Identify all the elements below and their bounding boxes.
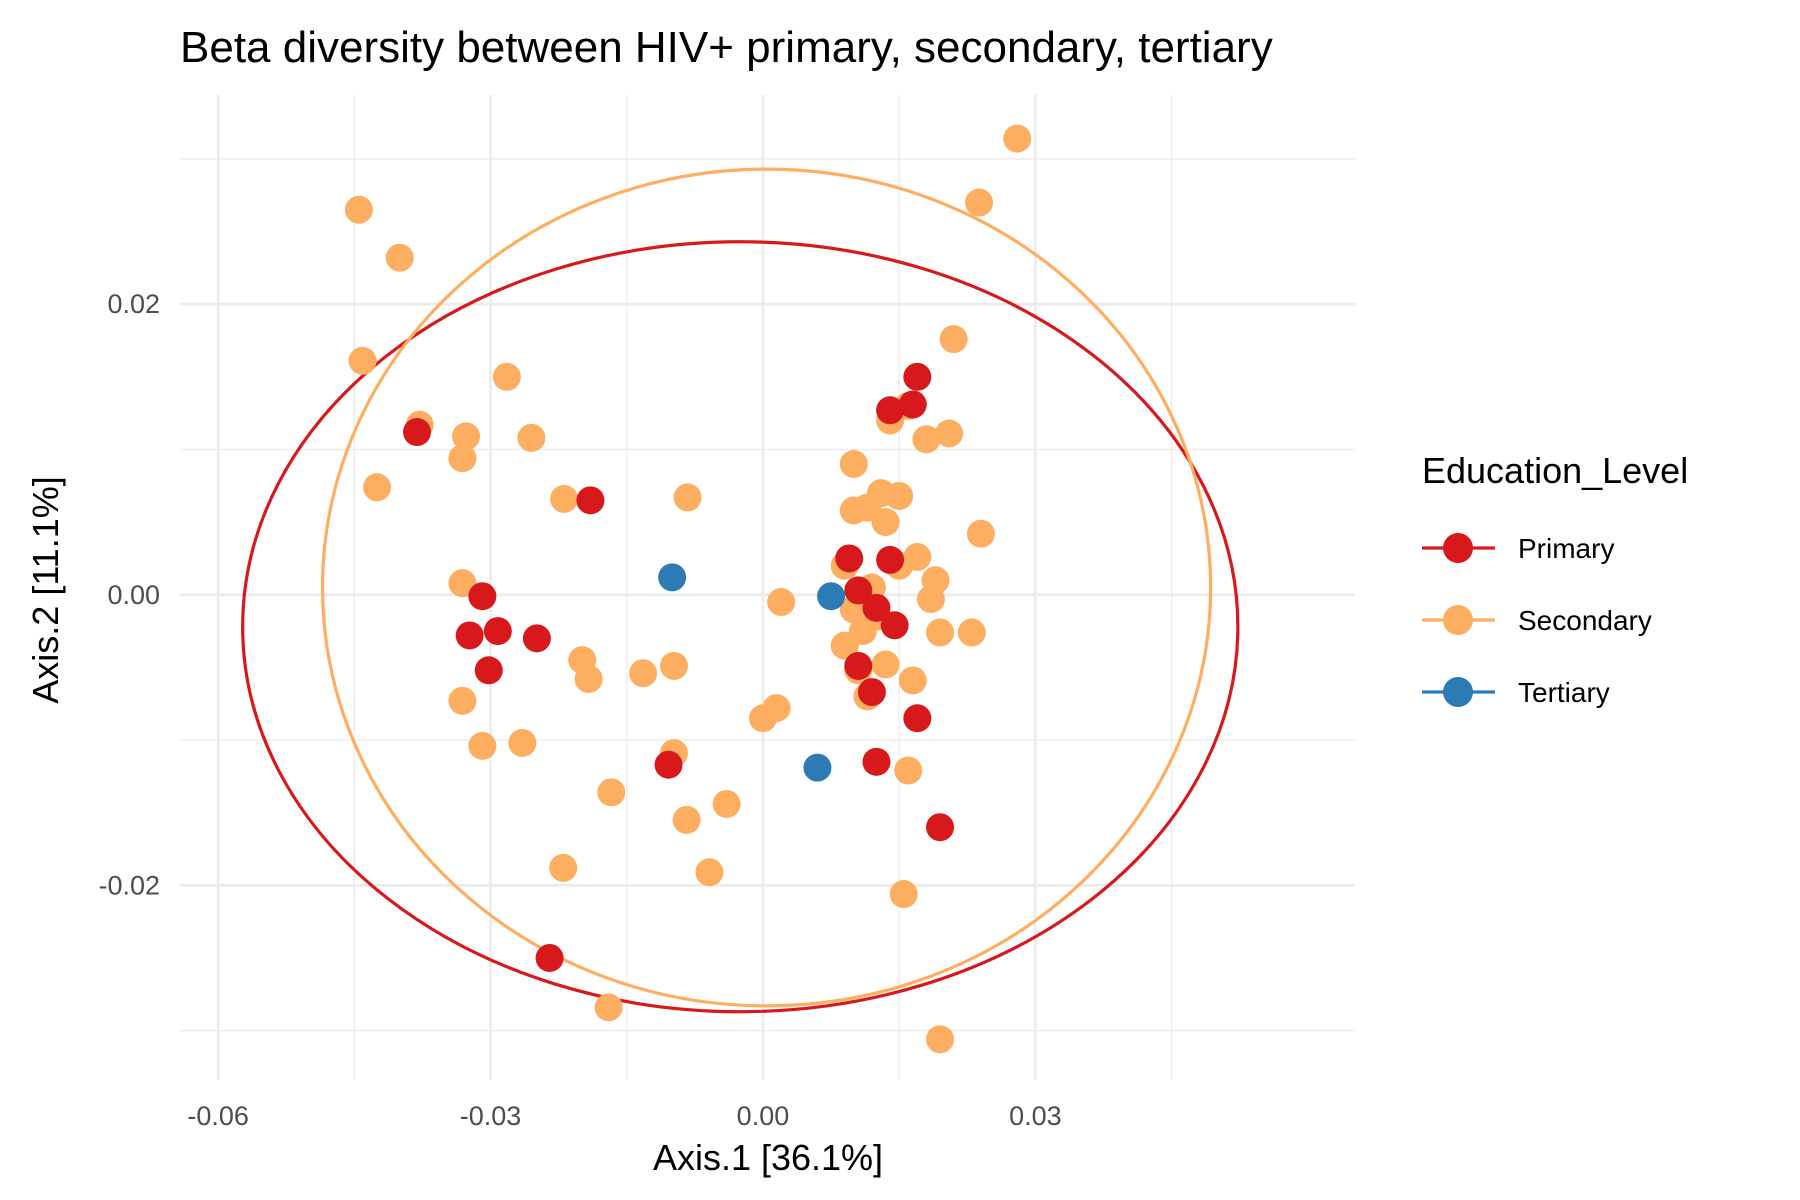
point-primary: [576, 486, 605, 515]
point-primary: [468, 582, 497, 611]
legend-items: Primary Secondary Tertiary: [1422, 533, 1652, 708]
point-secondary: [871, 650, 900, 679]
point-secondary: [448, 686, 477, 715]
x-axis-ticks: -0.06 -0.03 0.00 0.03: [187, 1101, 1061, 1131]
point-secondary: [468, 731, 497, 760]
y-tick-label: 0.00: [107, 580, 160, 610]
point-secondary: [926, 1025, 955, 1054]
x-tick-label: 0.03: [1009, 1101, 1062, 1131]
confidence-ellipses: [241, 167, 1240, 1014]
point-secondary: [629, 659, 658, 688]
point-secondary: [448, 569, 477, 598]
point-secondary: [762, 694, 791, 723]
point-secondary: [348, 346, 377, 375]
y-tick-label: -0.02: [98, 870, 160, 900]
point-secondary: [385, 243, 414, 272]
ellipse-primary: [241, 240, 1240, 1014]
point-secondary: [839, 496, 868, 525]
legend-label: Secondary: [1518, 605, 1652, 636]
point-primary: [876, 545, 905, 574]
point-primary: [898, 390, 927, 419]
legend-key-dot: [1443, 533, 1473, 563]
x-tick-label: -0.03: [460, 1101, 522, 1131]
point-primary: [880, 611, 909, 640]
point-tertiary: [658, 563, 687, 592]
point-primary: [522, 624, 551, 653]
point-secondary: [517, 423, 546, 452]
point-secondary: [452, 422, 481, 451]
point-secondary: [594, 993, 623, 1022]
point-secondary: [830, 631, 859, 660]
point-primary: [474, 656, 503, 685]
point-secondary: [550, 484, 579, 513]
point-secondary: [894, 756, 923, 785]
legend-item-primary: Primary: [1422, 533, 1614, 564]
point-secondary: [767, 588, 796, 617]
point-primary: [857, 678, 886, 707]
y-axis-ticks: -0.02 0.00 0.02: [98, 289, 160, 900]
point-secondary: [935, 419, 964, 448]
point-secondary: [957, 618, 986, 647]
x-tick-label: -0.06: [187, 1101, 249, 1131]
point-primary: [483, 617, 512, 646]
point-secondary: [549, 853, 578, 882]
legend-title: Education_Level: [1422, 450, 1688, 491]
grid-minor: [180, 95, 1355, 1080]
point-primary: [844, 576, 873, 605]
x-tick-label: 0.00: [737, 1101, 790, 1131]
point-secondary: [898, 666, 927, 695]
point-secondary: [885, 481, 914, 510]
point-secondary: [965, 188, 994, 217]
ellipse-secondary: [320, 167, 1213, 1008]
point-primary: [862, 593, 891, 622]
point-secondary: [448, 444, 477, 473]
point-secondary: [695, 858, 724, 887]
point-primary: [455, 621, 484, 650]
point-secondary: [574, 665, 603, 694]
point-secondary: [492, 362, 521, 391]
legend-key-dot: [1443, 677, 1473, 707]
point-tertiary: [803, 753, 832, 782]
point-secondary: [1003, 124, 1032, 153]
point-secondary: [871, 508, 900, 537]
point-secondary: [912, 425, 941, 454]
legend-key-dot: [1443, 605, 1473, 635]
point-secondary: [673, 483, 702, 512]
point-primary: [535, 943, 564, 972]
point-primary: [903, 362, 932, 391]
data-points: [344, 124, 1032, 1054]
point-secondary: [926, 618, 955, 647]
point-secondary: [659, 651, 688, 680]
point-secondary: [966, 519, 995, 548]
legend-item-secondary: Secondary: [1422, 605, 1652, 636]
point-secondary: [889, 880, 918, 909]
point-tertiary: [817, 582, 846, 611]
point-secondary: [939, 325, 968, 354]
point-primary: [835, 544, 864, 573]
point-primary: [862, 747, 891, 776]
point-primary: [654, 750, 683, 779]
point-primary: [844, 651, 873, 680]
point-secondary: [839, 450, 868, 479]
point-primary: [876, 396, 905, 425]
point-secondary: [363, 473, 392, 502]
legend: Education_Level Primary Secondary Tertiary: [1422, 450, 1688, 708]
x-axis-title: Axis.1 [36.1%]: [653, 1137, 883, 1178]
point-secondary: [597, 778, 626, 807]
point-primary: [903, 704, 932, 733]
point-primary: [926, 813, 955, 842]
point-secondary: [508, 728, 537, 757]
point-secondary: [344, 195, 373, 224]
legend-label: Primary: [1518, 533, 1614, 564]
legend-label: Tertiary: [1518, 677, 1610, 708]
point-primary: [402, 418, 431, 447]
point-secondary: [672, 805, 701, 834]
y-tick-label: 0.02: [107, 289, 160, 319]
chart-title: Beta diversity between HIV+ primary, sec…: [180, 23, 1273, 72]
legend-item-tertiary: Tertiary: [1422, 677, 1610, 708]
y-axis-title: Axis.2 [11.1%]: [25, 476, 66, 703]
point-secondary: [916, 585, 945, 614]
point-secondary: [712, 789, 741, 818]
